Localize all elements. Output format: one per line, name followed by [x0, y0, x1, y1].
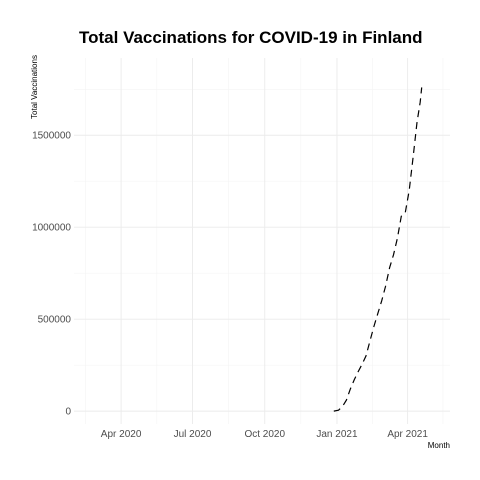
x-tick-label: Oct 2020 — [244, 429, 285, 440]
x-tick-label: Apr 2021 — [387, 429, 428, 440]
y-axis-label: Total Vaccinations — [30, 55, 39, 119]
grid — [74, 58, 450, 424]
y-tick-label: 500000 — [38, 315, 72, 326]
y-tick-label: 1500000 — [32, 131, 71, 142]
y-tick-label: 1000000 — [32, 223, 71, 234]
x-tick-label: Jan 2021 — [316, 429, 358, 440]
y-tick-labels: 0 500000 1000000 1500000 — [32, 131, 71, 418]
y-tick-label: 0 — [65, 407, 71, 418]
x-tick-label: Apr 2020 — [101, 429, 142, 440]
series-line-0 — [334, 87, 422, 411]
x-axis-label: Month — [428, 441, 450, 450]
x-tick-labels: Apr 2020 Jul 2020 Oct 2020 Jan 2021 Apr 2021 — [101, 429, 429, 440]
chart-title: Total Vaccinations for COVID-19 in Finla… — [79, 28, 423, 47]
data-series — [334, 87, 422, 411]
x-tick-label: Jul 2020 — [174, 429, 212, 440]
